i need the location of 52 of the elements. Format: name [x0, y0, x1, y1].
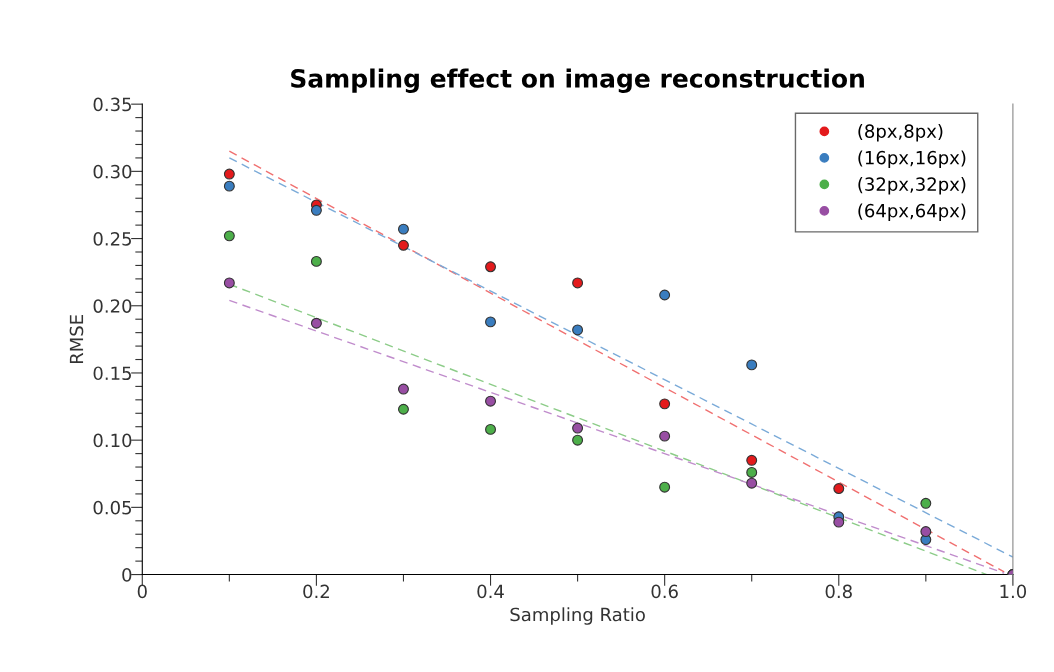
y-tick-label: 0.10: [93, 433, 132, 448]
point: [485, 316, 496, 328]
y-tick-label: 0.30: [93, 164, 132, 179]
y-tick-label: 0.15: [93, 366, 131, 381]
point: [746, 454, 758, 466]
point: [659, 481, 671, 493]
x-tick-label: 0: [137, 584, 147, 599]
point: [746, 359, 758, 371]
point: [223, 180, 235, 192]
point: [223, 230, 235, 242]
point: [310, 255, 322, 267]
y-tick-label: 0.25: [93, 232, 131, 246]
x-tick-label: 0.6: [651, 584, 678, 599]
point: [398, 403, 409, 415]
legend-label: (64px,64px): [858, 203, 966, 221]
point: [746, 477, 758, 489]
point: [659, 430, 671, 442]
y-tick-label: 0.35: [93, 97, 131, 112]
y-axis-title: RMSE: [69, 315, 84, 364]
point: [833, 483, 845, 495]
point: [920, 526, 932, 538]
point: [659, 398, 671, 410]
point: [310, 204, 322, 216]
point: [223, 277, 235, 289]
point: [746, 466, 758, 478]
point: [398, 239, 409, 251]
point: [310, 317, 322, 329]
point: [485, 395, 496, 407]
x-tick-label: 0.4: [477, 584, 504, 599]
point: [485, 423, 496, 435]
legend-label: (16px,16px): [858, 150, 966, 168]
point: [920, 497, 932, 509]
y-tick-label: 0.20: [93, 299, 132, 313]
x-tick-label: 1.0: [1000, 584, 1027, 599]
point: [485, 261, 496, 273]
point: [572, 434, 584, 446]
point: [398, 383, 409, 395]
point: [572, 324, 584, 336]
chart-title: Sampling effect on image reconstruction: [291, 68, 864, 93]
point: [223, 168, 235, 180]
point: [833, 516, 845, 528]
legend-label: (8px,8px): [858, 124, 943, 142]
x-tick-label: 0.8: [825, 584, 852, 599]
x-axis-title: Sampling Ratio: [510, 607, 645, 625]
point: [659, 289, 671, 301]
y-tick-label: 0.05: [93, 500, 131, 515]
point: [398, 223, 409, 235]
x-tick-label: 0.2: [303, 584, 329, 599]
point: [572, 422, 584, 434]
y-tick-label: 0: [122, 568, 132, 582]
point: [572, 277, 584, 289]
legend-label: (32px,32px): [858, 177, 966, 195]
